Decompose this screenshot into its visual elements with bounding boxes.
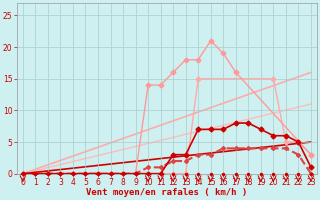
X-axis label: Vent moyen/en rafales ( km/h ): Vent moyen/en rafales ( km/h ) xyxy=(86,188,248,197)
